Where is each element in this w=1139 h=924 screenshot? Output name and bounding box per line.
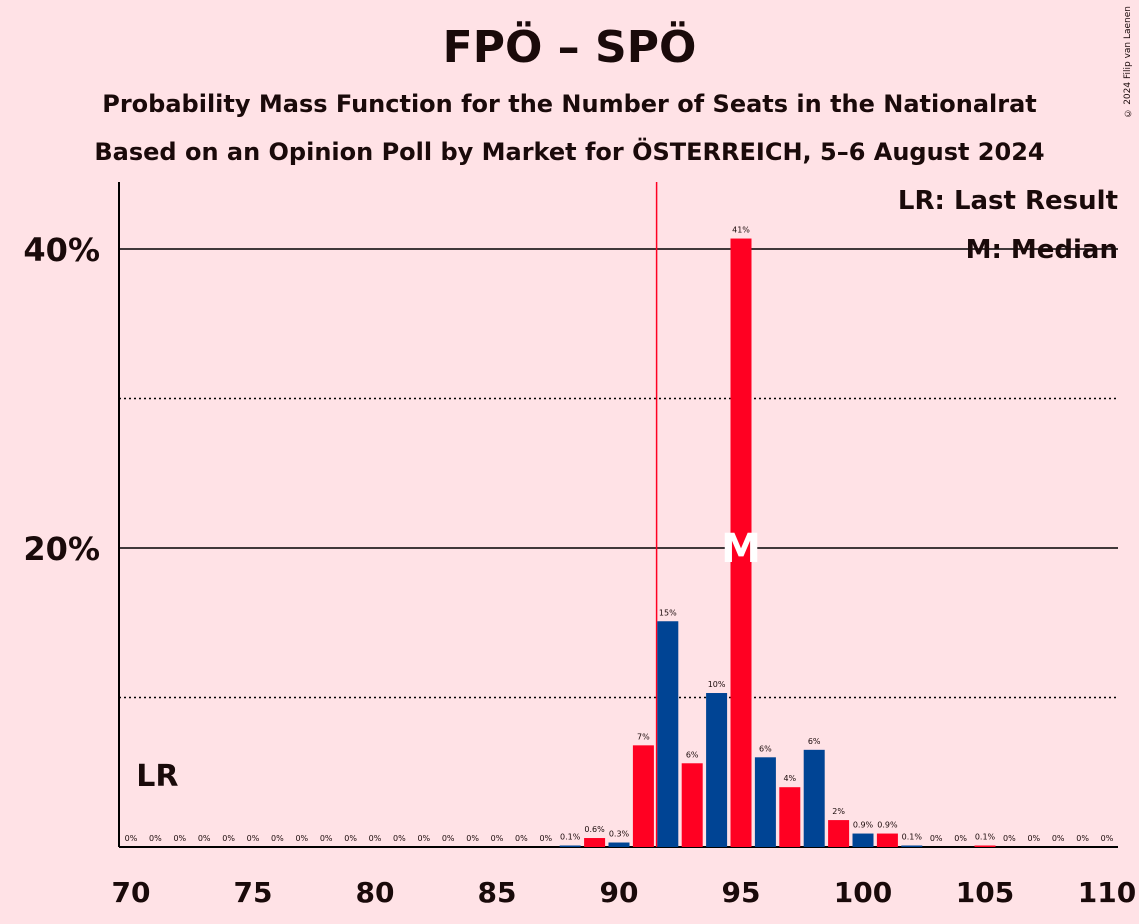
- x-tick-label: 75: [234, 876, 273, 909]
- data-label: 0.1%: [560, 833, 581, 842]
- data-label: 0%: [1027, 834, 1040, 843]
- last-result-marker: LR: [136, 759, 178, 794]
- data-label: 0%: [271, 834, 284, 843]
- data-label: 0%: [491, 834, 504, 843]
- data-label: 0.1%: [902, 833, 923, 842]
- median-marker: M: [721, 526, 761, 572]
- x-tick-label: 100: [834, 876, 892, 909]
- data-label: 0%: [173, 834, 186, 843]
- y-tick-label: 40%: [23, 231, 100, 269]
- x-tick-label: 70: [112, 876, 151, 909]
- bar-seats-96: [754, 757, 776, 847]
- data-label: 41%: [732, 226, 750, 235]
- data-label: 0%: [466, 834, 479, 843]
- data-label: 0%: [369, 834, 382, 843]
- bar-seats-88: [559, 845, 581, 847]
- bar-seats-98: [803, 749, 825, 847]
- bar-seats-90: [608, 842, 630, 847]
- y-tick-label: 20%: [23, 530, 100, 568]
- data-label: 0%: [539, 834, 552, 843]
- data-label: 0%: [344, 834, 357, 843]
- chart-subtitle-2: Based on an Opinion Poll by Market for Ö…: [94, 138, 1045, 166]
- bar-seats-100: [852, 833, 874, 847]
- data-label: 0%: [247, 834, 260, 843]
- x-tick-label: 85: [478, 876, 517, 909]
- data-label: 10%: [708, 680, 726, 689]
- data-label: 0%: [393, 834, 406, 843]
- data-label: 0%: [222, 834, 235, 843]
- legend-last-result: LR: Last Result: [898, 186, 1118, 216]
- bar-seats-105: [974, 845, 996, 847]
- data-label: 6%: [759, 744, 772, 753]
- x-tick-label: 80: [356, 876, 395, 909]
- data-label: 7%: [637, 732, 650, 741]
- bar-seats-102: [901, 845, 923, 847]
- data-label: 0%: [930, 834, 943, 843]
- data-label: 0%: [198, 834, 211, 843]
- x-tick-label: 110: [1078, 876, 1136, 909]
- data-label: 0.9%: [877, 821, 898, 830]
- chart-subtitle: Probability Mass Function for the Number…: [102, 90, 1037, 118]
- data-label: 0%: [442, 834, 455, 843]
- data-label: 0%: [1003, 834, 1016, 843]
- bar-seats-97: [779, 787, 801, 847]
- data-label: 0%: [295, 834, 308, 843]
- data-label: 0%: [954, 834, 967, 843]
- bar-seats-92: [657, 621, 679, 847]
- x-tick-label: 90: [600, 876, 639, 909]
- bar-seats-93: [681, 763, 703, 847]
- data-label: 0%: [149, 834, 162, 843]
- data-label: 15%: [659, 608, 677, 617]
- chart-title: FPÖ – SPÖ: [442, 22, 697, 73]
- data-label: 2%: [832, 807, 845, 816]
- bar-seats-95: [730, 238, 752, 847]
- data-label: 0%: [1052, 834, 1065, 843]
- bar-seats-94: [706, 693, 728, 847]
- legend-median: M: Median: [966, 235, 1118, 265]
- bar-seats-91: [632, 745, 654, 847]
- data-label: 0.9%: [853, 821, 874, 830]
- bar-seats-99: [828, 820, 850, 847]
- data-label: 6%: [808, 737, 821, 746]
- bar-seats-101: [876, 833, 898, 847]
- data-label: 0%: [125, 834, 138, 843]
- x-tick-label: 105: [956, 876, 1014, 909]
- data-label: 4%: [783, 774, 796, 783]
- data-label: 0%: [320, 834, 333, 843]
- data-label: 0%: [515, 834, 528, 843]
- bar-seats-89: [584, 838, 606, 847]
- data-label: 0%: [417, 834, 430, 843]
- data-label: 0%: [1101, 834, 1114, 843]
- data-label: 6%: [686, 750, 699, 759]
- data-label: 0.3%: [609, 830, 630, 839]
- data-label: 0%: [1076, 834, 1089, 843]
- data-label: 0.6%: [584, 825, 605, 834]
- data-label: 0.1%: [975, 833, 996, 842]
- x-tick-label: 95: [722, 876, 761, 909]
